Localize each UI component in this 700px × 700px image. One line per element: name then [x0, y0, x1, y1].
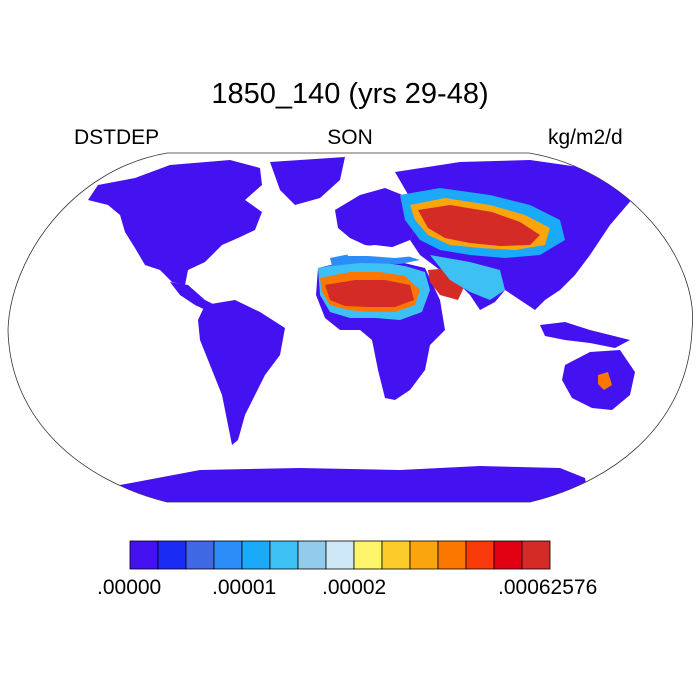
colorbar-box	[465, 540, 495, 570]
mediterranean-sea	[345, 245, 415, 258]
colorbar-box	[269, 540, 299, 570]
colorbar-box	[129, 540, 159, 570]
colorbar-tick-label: .00000	[97, 576, 162, 599]
colorbar-box	[353, 540, 383, 570]
units-label: kg/m2/d	[548, 126, 623, 149]
land-south-america	[198, 300, 285, 445]
colorbar-box	[381, 540, 411, 570]
colorbar-tick-label: .00002	[322, 576, 387, 599]
dust-sahara-core	[325, 280, 414, 307]
land-greenland	[270, 157, 345, 205]
colorbar-box	[213, 540, 243, 570]
colorbar-box	[241, 540, 271, 570]
dust-central-asia-core	[418, 205, 540, 246]
colorbar-box	[297, 540, 327, 570]
season-label: SON	[327, 126, 373, 149]
dust-middle-east	[430, 255, 505, 300]
colorbar-tick-label: .00001	[212, 576, 277, 599]
colorbar-box	[157, 540, 187, 570]
land-antarctica	[110, 466, 590, 502]
land-southeast-asia	[540, 322, 630, 348]
land-north-america	[88, 160, 262, 285]
land-europe	[335, 188, 420, 248]
colorbar-box	[493, 540, 523, 570]
land-central-america	[170, 282, 215, 312]
variable-label: DSTDEP	[74, 126, 160, 149]
colorbar-tick-label: .00062576	[498, 576, 598, 599]
dust-australia	[598, 372, 612, 390]
map-title: 1850_140 (yrs 29-48)	[211, 78, 489, 110]
colorbar-box	[521, 540, 551, 570]
colorbar-box	[185, 540, 215, 570]
colorbar-box	[325, 540, 355, 570]
colorbar-box	[437, 540, 467, 570]
colorbar-box	[409, 540, 439, 570]
